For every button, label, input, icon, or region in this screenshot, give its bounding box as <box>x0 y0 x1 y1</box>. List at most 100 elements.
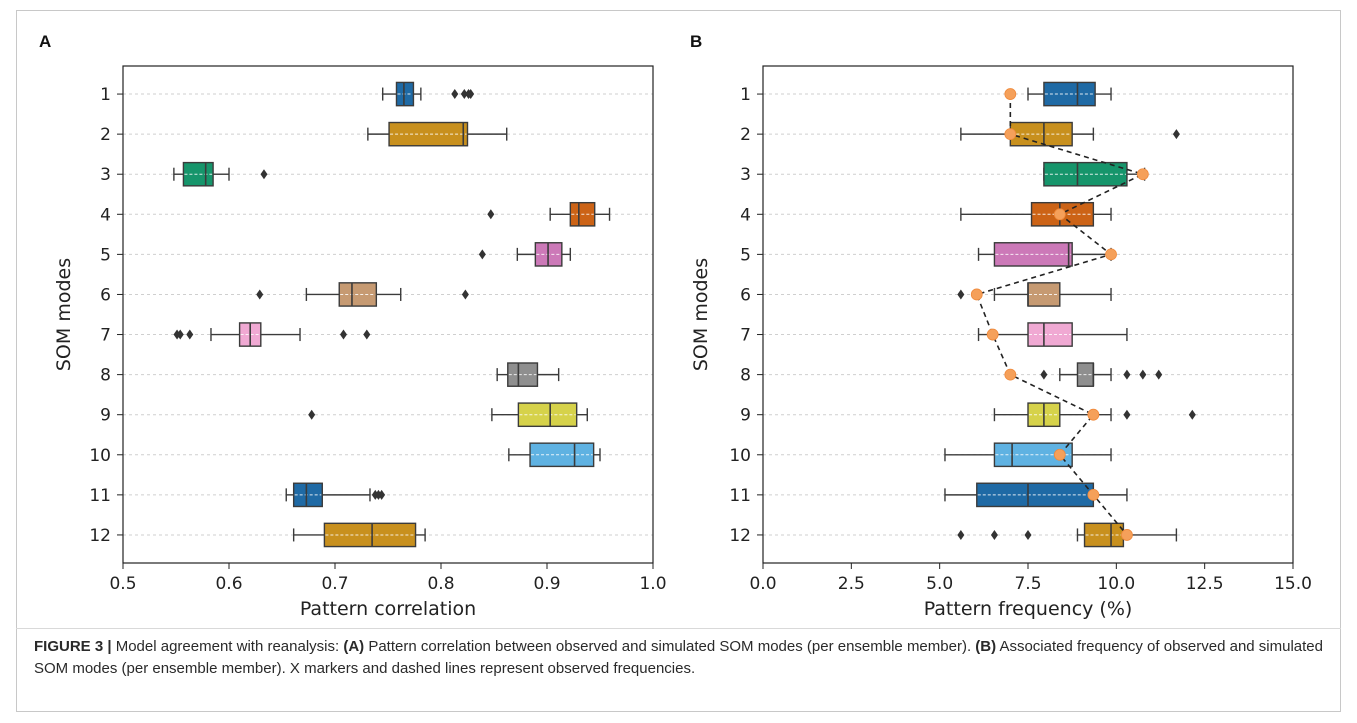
flier-marker <box>1123 409 1131 420</box>
box-mode-2 <box>367 121 508 147</box>
flier-marker <box>308 409 316 420</box>
box-mode-12 <box>292 522 426 548</box>
flier-marker <box>378 489 386 500</box>
observed-marker <box>986 328 999 341</box>
x-tick-label: 1.0 <box>639 574 666 594</box>
caption-part-b-text: Associated frequency of observed and sim… <box>34 638 1323 677</box>
y-tick-label: 5 <box>100 245 111 265</box>
caption-intro: Model agreement with reanalysis: <box>111 638 344 655</box>
box-mode-10 <box>508 442 601 468</box>
box-mode-1 <box>382 81 475 107</box>
box-mode-11 <box>944 482 1128 508</box>
caption-divider <box>16 628 1341 629</box>
box-mode-1 <box>1027 81 1112 107</box>
flier-marker <box>1155 369 1163 380</box>
y-tick-label: 4 <box>740 205 751 225</box>
y-axis-label: SOM modes <box>690 258 712 371</box>
observed-marker <box>970 288 983 301</box>
plot-frame <box>122 65 654 564</box>
box-iqr <box>388 121 469 147</box>
flier-marker <box>1040 369 1048 380</box>
flier-marker <box>460 89 468 100</box>
box-mode-4 <box>960 201 1112 227</box>
y-tick-label: 3 <box>740 165 751 185</box>
flier-marker <box>451 89 459 100</box>
y-tick-label: 7 <box>100 326 111 346</box>
box-mode-6 <box>256 282 469 307</box>
y-tick-label: 1 <box>100 85 111 105</box>
y-tick-label: 4 <box>100 205 111 225</box>
x-tick-label: 15.0 <box>1274 574 1312 594</box>
flier-marker <box>339 329 347 340</box>
observed-marker <box>1053 208 1066 221</box>
box-mode-12 <box>957 522 1178 548</box>
x-tick-label: 12.5 <box>1186 574 1224 594</box>
box-mode-3 <box>1043 161 1146 187</box>
y-tick-label: 2 <box>100 125 111 145</box>
panel-b-letter: B <box>690 32 702 51</box>
observed-line <box>975 94 1146 536</box>
flier-marker <box>1139 369 1147 380</box>
box-mode-7 <box>977 322 1128 347</box>
box-mode-7 <box>173 322 371 347</box>
x-tick-label: 0.8 <box>427 574 454 594</box>
box-mode-4 <box>487 201 611 227</box>
x-tick-label: 0.6 <box>215 574 242 594</box>
x-tick-label: 0.7 <box>321 574 348 594</box>
y-tick-label: 6 <box>100 285 111 305</box>
y-tick-label: 7 <box>740 326 751 346</box>
observed-marker <box>1136 168 1149 181</box>
y-tick-label: 9 <box>740 406 751 426</box>
x-tick-label: 7.5 <box>1014 574 1041 594</box>
observed-marker <box>1121 529 1133 541</box>
box-mode-9 <box>993 402 1196 428</box>
box-mode-11 <box>285 482 386 508</box>
caption-part-b-label: (B) <box>975 638 997 655</box>
y-tick-label: 5 <box>740 245 751 265</box>
y-axis-label: SOM modes <box>53 258 75 371</box>
observed-marker <box>1105 248 1117 261</box>
box-mode-10 <box>944 442 1112 468</box>
box-iqr <box>182 161 214 187</box>
flier-marker <box>957 529 965 540</box>
x-axis-label: Pattern correlation <box>300 598 476 620</box>
flier-marker <box>176 329 184 340</box>
box-mode-6 <box>957 282 1112 307</box>
y-tick-label: 8 <box>100 366 111 386</box>
panel-a-letter: A <box>39 32 51 51</box>
y-tick-label: 2 <box>740 125 751 145</box>
caption-part-a-label: (A) <box>343 638 365 655</box>
y-tick-label: 3 <box>100 165 111 185</box>
flier-marker <box>1188 409 1196 420</box>
y-tick-label: 10 <box>89 446 111 466</box>
box-iqr <box>507 362 539 387</box>
x-tick-label: 0.5 <box>109 574 136 594</box>
y-tick-label: 9 <box>100 406 111 426</box>
box-mode-8 <box>1040 362 1163 387</box>
flier-marker <box>256 289 264 300</box>
flier-marker <box>1024 529 1032 540</box>
box-iqr <box>292 482 323 508</box>
box-iqr <box>1043 81 1096 107</box>
flier-marker <box>957 289 965 300</box>
box-mode-5 <box>478 242 572 267</box>
x-tick-label: 2.5 <box>838 574 865 594</box>
flier-marker <box>1123 369 1131 380</box>
observed-marker <box>1004 128 1017 141</box>
box-mode-9 <box>308 402 588 428</box>
box-iqr <box>517 402 578 428</box>
x-tick-label: 5.0 <box>926 574 953 594</box>
flier-marker <box>363 329 371 340</box>
flier-marker <box>487 209 495 220</box>
box-mode-3 <box>173 161 268 187</box>
x-tick-label: 10.0 <box>1097 574 1135 594</box>
observed-marker <box>1004 368 1017 381</box>
x-axis-label: Pattern frequency (%) <box>924 598 1133 620</box>
y-tick-label: 1 <box>740 85 751 105</box>
x-tick-label: 0.9 <box>533 574 560 594</box>
figure-frame <box>16 10 1341 712</box>
y-tick-label: 6 <box>740 285 751 305</box>
y-tick-label: 8 <box>740 366 751 386</box>
